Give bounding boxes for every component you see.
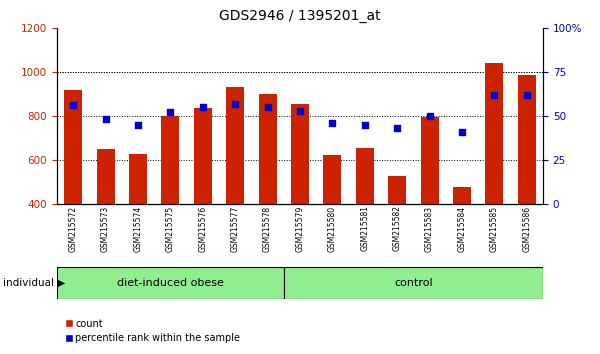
Text: GSM215572: GSM215572 (69, 205, 78, 252)
Text: GSM215577: GSM215577 (230, 205, 240, 252)
Text: diet-induced obese: diet-induced obese (117, 278, 224, 288)
Point (490, 92, 499, 98)
Bar (323, 155, 341, 204)
Text: GSM215579: GSM215579 (296, 205, 305, 252)
Bar (259, 94, 277, 204)
Text: GSM215585: GSM215585 (490, 205, 499, 252)
Point (101, 116, 110, 122)
Bar (388, 176, 406, 204)
Text: GSM215574: GSM215574 (133, 205, 143, 252)
Point (166, 110, 175, 115)
Point (295, 108, 305, 114)
Bar (57, 267, 284, 299)
Text: GDS2946 / 1395201_at: GDS2946 / 1395201_at (219, 9, 381, 23)
Point (68, 103, 78, 108)
Bar (64, 90, 82, 204)
Text: GSM215584: GSM215584 (457, 205, 467, 252)
Legend: count, percentile rank within the sample: count, percentile rank within the sample (62, 315, 244, 347)
Bar (453, 187, 471, 204)
Text: GSM215586: GSM215586 (522, 205, 532, 252)
Point (133, 122, 143, 127)
Text: GSM215580: GSM215580 (328, 205, 337, 252)
Point (230, 101, 240, 107)
Bar (518, 75, 536, 204)
Text: individual ▶: individual ▶ (3, 278, 65, 288)
Point (522, 92, 532, 98)
Point (392, 125, 402, 131)
Bar (291, 104, 309, 204)
Bar (356, 148, 374, 204)
Text: GSM215583: GSM215583 (425, 205, 434, 252)
Point (263, 104, 272, 110)
Text: control: control (394, 278, 433, 288)
Text: GSM215573: GSM215573 (101, 205, 110, 252)
Bar (421, 117, 439, 204)
Text: GSM215581: GSM215581 (360, 205, 369, 251)
Text: GSM215576: GSM215576 (198, 205, 208, 252)
Bar (161, 116, 179, 204)
Bar (226, 87, 244, 204)
Bar (129, 154, 147, 204)
Point (457, 129, 467, 135)
Text: GSM215575: GSM215575 (166, 205, 175, 252)
Point (328, 120, 337, 126)
Point (360, 122, 370, 127)
Bar (485, 63, 503, 204)
Bar (284, 267, 543, 299)
Text: GSM215578: GSM215578 (263, 205, 272, 252)
Bar (97, 149, 115, 204)
Bar (194, 108, 212, 204)
Point (425, 113, 434, 119)
Text: GSM215582: GSM215582 (392, 205, 402, 251)
Point (198, 104, 208, 110)
